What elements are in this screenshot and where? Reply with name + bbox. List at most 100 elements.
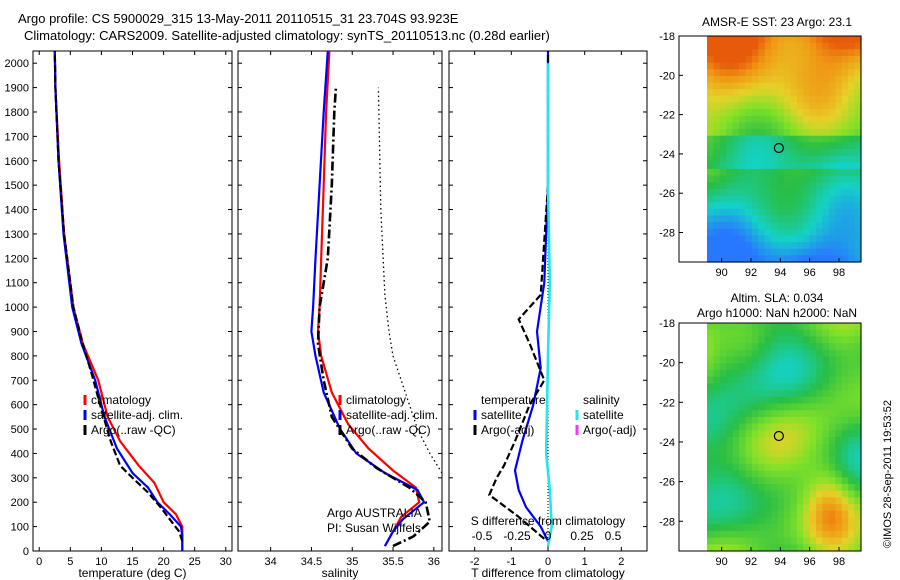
map-y-tick-label: -24	[659, 149, 675, 161]
heatmap-cell	[790, 349, 798, 358]
heatmap-cell	[784, 62, 792, 70]
heatmap-cell	[777, 228, 785, 237]
heatmap-cell	[841, 524, 849, 532]
heatmap-cell	[803, 336, 811, 344]
heatmap-cell	[828, 470, 836, 478]
heatmap-cell	[751, 122, 759, 130]
heatmap-cell	[854, 195, 862, 203]
heatmap-cell	[809, 235, 817, 243]
heatmap-cell	[732, 363, 740, 371]
y-tick-label: 1100	[5, 278, 29, 290]
heatmap-cell	[777, 208, 785, 217]
heatmap-cell	[803, 115, 811, 124]
heatmap-cell	[828, 195, 836, 203]
heatmap-cell	[822, 396, 830, 405]
heatmap-cell	[828, 497, 836, 505]
heatmap-cell	[707, 95, 715, 104]
heatmap-cell	[707, 55, 715, 64]
heatmap-cell	[796, 477, 804, 485]
heatmap-cell	[777, 477, 785, 485]
heatmap-cell	[816, 457, 824, 465]
heatmap-cell	[739, 363, 747, 371]
heatmap-cell	[854, 390, 862, 398]
heatmap-cell	[854, 155, 862, 163]
heatmap-cell	[828, 483, 836, 492]
heatmap-cell	[822, 329, 830, 338]
heatmap-cell	[751, 524, 759, 532]
heatmap-cell	[784, 403, 792, 411]
heatmap-cell	[739, 109, 747, 117]
heatmap-cell	[771, 497, 779, 505]
heatmap-cell	[751, 102, 759, 110]
heatmap-cell	[777, 383, 785, 391]
heatmap-cell	[751, 349, 759, 358]
heatmap-cell	[771, 369, 779, 378]
heatmap-cell	[796, 490, 804, 498]
heatmap-cell	[841, 470, 849, 478]
heatmap-cell	[784, 168, 792, 177]
heatmap-cell	[835, 95, 843, 104]
heatmap-cell	[771, 109, 779, 117]
heatmap-cell	[707, 450, 715, 458]
heatmap-cell	[732, 208, 740, 217]
heatmap-cell	[796, 537, 804, 545]
heatmap-cell	[739, 423, 747, 431]
heatmap-cell	[816, 450, 824, 458]
heatmap-cell	[816, 356, 824, 364]
heatmap-cell	[835, 504, 843, 512]
heatmap-cell	[713, 463, 721, 472]
heatmap-cell	[764, 356, 772, 364]
heatmap-cell	[816, 162, 824, 170]
heatmap-cell	[771, 82, 779, 90]
heatmap-cell	[848, 369, 856, 378]
heatmap-cell	[758, 323, 766, 331]
heatmap-cell	[758, 369, 766, 378]
heatmap-cell	[758, 215, 766, 223]
heatmap-cell	[796, 470, 804, 478]
heatmap-cell	[803, 363, 811, 371]
heatmap-cell	[816, 75, 824, 84]
heatmap-cell	[726, 122, 734, 130]
heatmap-cell	[848, 329, 856, 338]
y-tick-label: 1900	[5, 83, 29, 95]
heatmap-cell	[803, 517, 811, 525]
heatmap-cell	[758, 537, 766, 545]
heatmap-cell	[816, 222, 824, 230]
heatmap-cell	[848, 396, 856, 405]
heatmap-cell	[822, 437, 830, 445]
heatmap-cell	[726, 497, 734, 505]
heatmap-cell	[803, 182, 811, 190]
heatmap-cell	[764, 537, 772, 545]
heatmap-cell	[771, 376, 779, 384]
heatmap-cell	[803, 544, 811, 552]
heatmap-cell	[758, 410, 766, 418]
heatmap-cell	[822, 89, 830, 97]
heatmap-cell	[764, 82, 772, 90]
heatmap-cell	[803, 235, 811, 243]
heatmap-cell	[784, 155, 792, 163]
heatmap-cell	[732, 477, 740, 485]
heatmap-cell	[707, 430, 715, 438]
heatmap-cell	[828, 356, 836, 364]
heatmap-cell	[707, 517, 715, 525]
heatmap-cell	[745, 182, 753, 190]
heatmap-cell	[816, 129, 824, 137]
heatmap-cell	[751, 430, 759, 438]
heatmap-cell	[739, 504, 747, 512]
map-title: Altim. SLA: 0.034	[731, 291, 824, 305]
heatmap-cell	[713, 75, 721, 84]
heatmap-cell	[777, 390, 785, 398]
heatmap-cell	[816, 437, 824, 445]
heatmap-cell	[835, 242, 843, 250]
heatmap-cell	[803, 102, 811, 110]
heatmap-cell	[822, 188, 830, 197]
heatmap-cell	[732, 242, 740, 250]
heatmap-cell	[816, 443, 824, 452]
y-tick-label: 1300	[5, 229, 29, 241]
heatmap-cell	[758, 376, 766, 384]
heatmap-cell	[822, 122, 830, 130]
heatmap-cell	[790, 369, 798, 378]
heatmap-cell	[790, 55, 798, 64]
heatmap-cell	[777, 182, 785, 190]
heatmap-cell	[854, 142, 862, 150]
